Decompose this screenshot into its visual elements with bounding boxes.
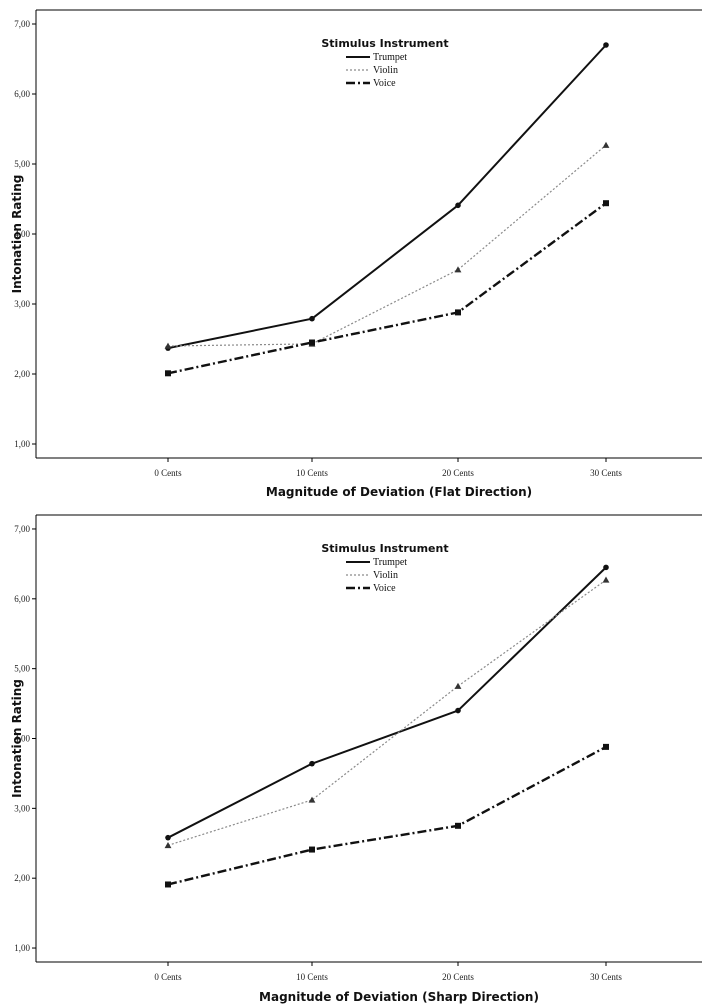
- x-tick-label: 10 Cents: [296, 468, 328, 478]
- chart-panel-1: 1,00 2,00 3,00 4,00 5,00 6,00 7,00 0 Cents 10 Ce…: [10, 9, 702, 499]
- data-point-trumpet-2: [455, 202, 461, 209]
- data-point-violin-0: [164, 841, 172, 849]
- x-tick-label: 0 Cents: [154, 972, 182, 982]
- x-tick-label: 30 Cents: [590, 972, 622, 982]
- data-point-trumpet-0: [165, 834, 171, 841]
- data-point-violin-0: [164, 342, 172, 349]
- x-tick-label: 30 Cents: [590, 468, 622, 478]
- data-point-voice-1: [309, 339, 315, 346]
- legend-label-voice: Voice: [373, 583, 396, 594]
- y-tick-label: 4,00: [14, 734, 30, 744]
- data-point-voice-2: [455, 822, 461, 829]
- data-point-voice-0: [165, 881, 171, 888]
- series-line-voice: [167, 202, 607, 375]
- x-axis-title: Magnitude of Deviation (Sharp Direction): [259, 990, 539, 1004]
- legend-label-violin: Violin: [373, 65, 398, 76]
- x-tick-label: 20 Cents: [442, 972, 474, 982]
- chart-panel-2: 1,00 2,00 3,00 4,00 5,00 6,00 7,00 0 Cents 10 Ce…: [10, 514, 702, 1004]
- y-tick-label: 6,00: [14, 89, 30, 99]
- y-tick-label: 1,00: [14, 943, 30, 953]
- series-line-voice: [167, 745, 607, 886]
- y-tick-label: 4,00: [14, 229, 30, 239]
- y-tick-label: 1,00: [14, 439, 30, 449]
- data-point-violin-3: [602, 141, 610, 148]
- data-point-trumpet-3: [603, 42, 609, 48]
- legend-label-trumpet: Trumpet: [373, 52, 407, 63]
- data-point-trumpet-1: [309, 760, 315, 767]
- legend-label-trumpet: Trumpet: [373, 557, 407, 568]
- series-line-violin: [167, 144, 607, 347]
- y-tick-label: 7,00: [14, 19, 30, 29]
- data-point-voice-0: [165, 370, 171, 377]
- data-point-violin-1: [308, 796, 316, 803]
- data-point-voice-3: [603, 200, 609, 207]
- x-tick-label: 0 Cents: [154, 468, 182, 478]
- legend-title: Stimulus Instrument: [321, 37, 448, 50]
- data-point-voice-1: [309, 846, 315, 853]
- data-point-violin-2: [454, 682, 462, 689]
- y-tick-label: 7,00: [14, 524, 30, 534]
- legend-label-violin: Violin: [373, 570, 398, 581]
- series-line-trumpet: [167, 44, 607, 350]
- x-tick-label: 20 Cents: [442, 468, 474, 478]
- y-tick-label: 5,00: [14, 664, 30, 674]
- x-tick-label: 10 Cents: [296, 972, 328, 982]
- y-tick-label: 5,00: [14, 159, 30, 169]
- data-point-trumpet-2: [455, 707, 461, 714]
- data-point-violin-2: [454, 266, 462, 273]
- data-point-trumpet-3: [603, 564, 609, 571]
- data-point-violin-3: [602, 576, 610, 583]
- y-tick-label: 3,00: [14, 803, 30, 813]
- data-point-voice-2: [455, 309, 461, 316]
- data-point-trumpet-1: [309, 315, 315, 322]
- y-tick-label: 2,00: [14, 873, 30, 883]
- y-tick-label: 2,00: [14, 369, 30, 379]
- y-tick-label: 6,00: [14, 594, 30, 604]
- series-line-violin: [167, 579, 607, 846]
- series-line-trumpet: [167, 566, 607, 839]
- legend-label-voice: Voice: [373, 78, 396, 89]
- y-axis-title: Intonation Rating: [10, 679, 24, 798]
- y-tick-label: 3,00: [14, 299, 30, 309]
- x-axis-title: Magnitude of Deviation (Flat Direction): [266, 485, 532, 499]
- y-axis-title: Intonation Rating: [10, 175, 24, 294]
- data-point-voice-3: [603, 743, 609, 750]
- legend-title: Stimulus Instrument: [321, 542, 448, 555]
